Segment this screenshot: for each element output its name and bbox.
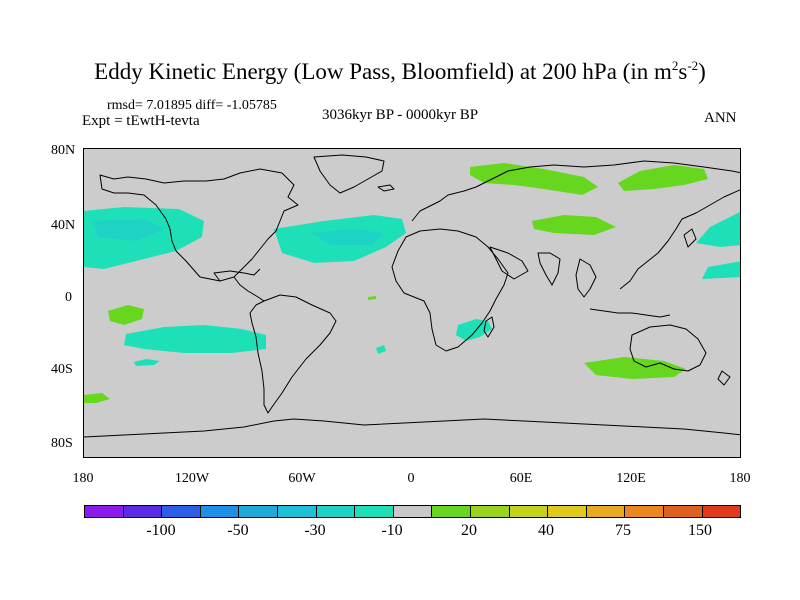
anomaly-region-northern-eurasia [470, 163, 598, 195]
europe-asia-coast [411, 160, 740, 222]
colorbar-cell [625, 506, 664, 517]
colorbar-cell [548, 506, 587, 517]
period-label: 3036kyr BP - 0000kyr BP [321, 107, 479, 123]
gulf-of-mexico-coast [213, 268, 261, 282]
greenland-coast [313, 154, 385, 194]
east-asia-coast [619, 189, 740, 290]
colorbar [84, 505, 741, 518]
madagascar-coast [483, 316, 495, 338]
anomaly-region-north-atlantic-core [312, 229, 384, 245]
central-america-coast [233, 276, 265, 302]
indonesia-coast [589, 308, 671, 318]
colorbar-label: -100 [146, 522, 176, 539]
x-tick-label: 180 [72, 471, 94, 486]
x-tick-label: 120W [174, 471, 210, 486]
colorbar-label: -50 [227, 522, 249, 539]
anomaly-region-central-asia [532, 215, 616, 235]
anomaly-region-atlantic-sliver [368, 296, 376, 300]
africa-coast [391, 228, 509, 352]
stats-text: rmsd= 7.01895 diff= -1.05785 [107, 98, 277, 113]
anomaly-region-south-pacific [124, 325, 266, 353]
x-tick-label: 60E [509, 471, 533, 486]
colorbar-cell [432, 506, 471, 517]
anomaly-region-southern-indian-ocean [584, 357, 686, 379]
colorbar-cell [200, 506, 240, 517]
anomaly-region-north-pacific-east-core [92, 219, 164, 241]
y-tick-label: 40S [51, 362, 73, 377]
plot-title: Eddy Kinetic Energy (Low Pass, Bloomfiel… [94, 58, 706, 84]
x-tick-label: 0 [407, 471, 415, 486]
colorbar-cell [355, 506, 394, 517]
anomaly-region-north-pacific-west-lower [702, 261, 740, 279]
y-tick-label: 80N [51, 143, 76, 158]
anomaly-region-small-blob-a [134, 359, 160, 366]
australia-coast [629, 324, 707, 372]
colorbar-label: 75 [615, 522, 631, 539]
india-coast [537, 252, 561, 286]
colorbar-cell [123, 506, 163, 517]
southeast-asia-coast [575, 258, 597, 298]
x-tick-label: 120E [616, 471, 646, 486]
season-label: ANN [704, 110, 737, 126]
south-america-coast [249, 294, 337, 414]
map-plot-area [83, 148, 741, 458]
colorbar-cell [162, 506, 201, 517]
anomaly-region-mozambique-channel [456, 319, 492, 341]
colorbar-cell [470, 506, 510, 517]
colorbar-cell [277, 506, 317, 517]
colorbar-cell [393, 506, 433, 517]
colorbar-label: -10 [381, 522, 403, 539]
y-tick-label: 0 [65, 290, 72, 305]
north-america-coast [99, 168, 299, 282]
anomaly-region-tropical-pacific [108, 305, 144, 325]
japan-coast [683, 228, 697, 248]
x-tick-label: 60W [288, 471, 316, 486]
colorbar-label: 20 [461, 522, 477, 539]
colorbar-cell [702, 506, 741, 517]
x-tick-label: 180 [729, 471, 751, 486]
anomaly-fills [84, 163, 740, 403]
colorbar-label: -30 [304, 522, 326, 539]
map-svg [84, 154, 740, 438]
anomaly-region-small-blob-b [376, 345, 386, 354]
anomaly-region-south-pacific-far-west [84, 393, 110, 403]
colorbar-label: 40 [538, 522, 554, 539]
anomaly-region-east-siberia [618, 165, 708, 191]
colorbar-cell [85, 506, 124, 517]
experiment-label: Expt = tEwtH-tevta [82, 113, 200, 129]
new-zealand-coast [717, 370, 731, 386]
y-tick-label: 80S [51, 436, 73, 451]
coastlines [84, 154, 740, 438]
colorbar-cell [239, 506, 278, 517]
colorbar-cell [509, 506, 549, 517]
anomaly-region-north-pacific-west [696, 212, 740, 247]
colorbar-cell [663, 506, 703, 517]
colorbar-cell [586, 506, 626, 517]
antarctica-coast [84, 418, 740, 438]
arabia-coast [489, 246, 529, 280]
y-tick-label: 40N [51, 218, 76, 233]
colorbar-label: 150 [688, 522, 712, 539]
anomaly-region-north-pacific-east [84, 207, 204, 269]
colorbar-cell [316, 506, 356, 517]
iceland-coast [377, 184, 395, 192]
